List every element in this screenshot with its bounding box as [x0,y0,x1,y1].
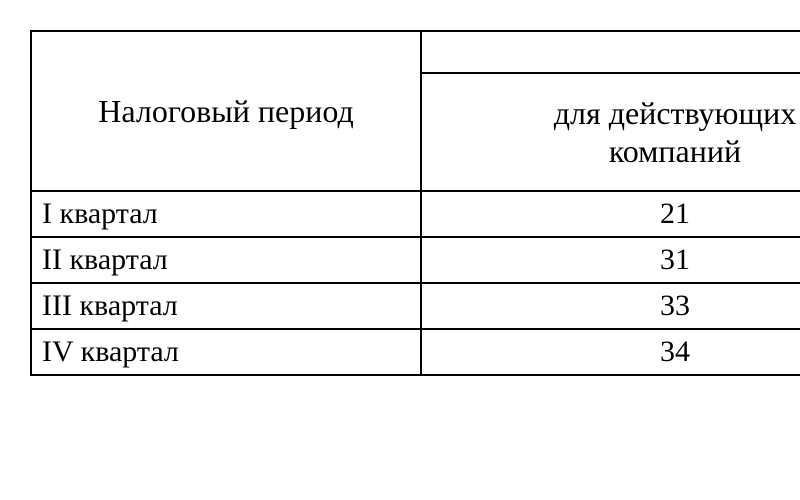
table-row: II квартал 31 [31,237,800,283]
period-cell: I квартал [31,191,421,237]
table-row: I квартал 21 [31,191,800,237]
tax-period-table: Налоговый период для действующих компани… [30,30,800,376]
period-cell: II квартал [31,237,421,283]
header-empty-top [421,31,800,73]
value-cell: 33 [421,283,800,329]
table-row: IV квартал 34 [31,329,800,375]
companies-header-line2: компаний [609,133,741,169]
value-cell: 34 [421,329,800,375]
companies-header-line1: для действующих [554,95,796,131]
period-column-header: Налоговый период [31,31,421,191]
table-header-row-1: Налоговый период [31,31,800,73]
value-cell: 31 [421,237,800,283]
table-row: III квартал 33 [31,283,800,329]
period-cell: IV квартал [31,329,421,375]
value-cell: 21 [421,191,800,237]
period-cell: III квартал [31,283,421,329]
companies-column-header: для действующих компаний [421,73,800,191]
